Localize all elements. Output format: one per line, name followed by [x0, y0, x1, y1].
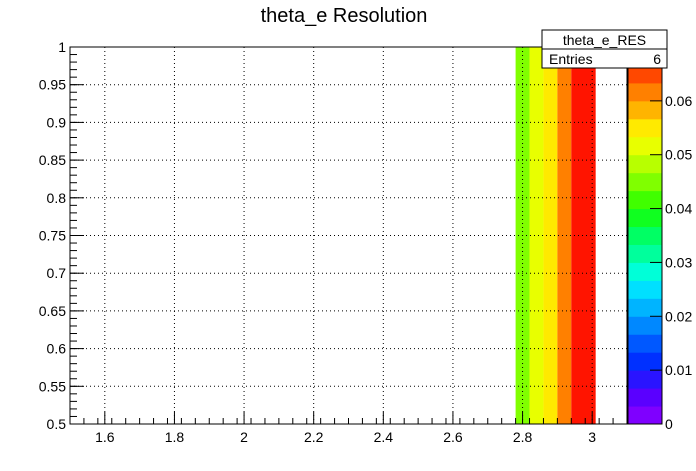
- palette-swatch: [628, 388, 662, 407]
- color-palette: [627, 46, 663, 425]
- palette-swatch: [628, 226, 662, 245]
- y-axis: 0.5 0.55 0.6 0.65 0.7 0.75 0.8 0.85 0.9 0.95 1: [39, 39, 84, 432]
- palette-tick-label: 0.01: [665, 362, 692, 378]
- palette-swatch: [628, 280, 662, 299]
- y-tick-label: 0.55: [39, 378, 66, 394]
- y-tick-label: 0.7: [47, 265, 67, 281]
- x-tick-label: 2.8: [513, 429, 533, 445]
- palette-tick-label: 0.06: [665, 93, 692, 109]
- y-tick-label: 0.95: [39, 77, 66, 93]
- palette-swatch: [628, 100, 662, 120]
- y-tick-label: 0.5: [47, 416, 67, 432]
- palette-swatch: [628, 172, 662, 192]
- y-tick-label: 0.75: [39, 228, 66, 244]
- palette-tick-label: 0.03: [665, 254, 692, 270]
- heatmap-cell: [529, 47, 544, 424]
- palette-swatch: [628, 154, 662, 174]
- grid-lines: [70, 46, 627, 425]
- stats-entries-value: 6: [653, 51, 661, 67]
- palette-tick-label: 0.05: [665, 147, 692, 163]
- heatmap-cell: [571, 47, 596, 424]
- palette-tick-label: 0: [665, 416, 673, 432]
- palette-tick-label: 0.02: [665, 308, 692, 324]
- heatmap-cell: [557, 47, 572, 424]
- y-tick-label: 0.9: [47, 114, 67, 130]
- x-tick-label: 2.6: [443, 429, 463, 445]
- chart-title: theta_e Resolution: [261, 5, 428, 27]
- palette-swatch: [628, 316, 662, 335]
- palette-swatch: [628, 262, 662, 281]
- palette-swatch: [628, 118, 662, 138]
- y-tick-label: 0.8: [47, 190, 67, 206]
- palette-swatch: [628, 190, 662, 210]
- y-tick-label: 1: [58, 39, 66, 55]
- palette-swatch: [628, 136, 662, 156]
- color-palette-axis: 0 0.01 0.02 0.03 0.04 0.05 0.06: [650, 93, 692, 432]
- palette-swatch: [628, 298, 662, 317]
- y-tick-label: 0.65: [39, 303, 66, 319]
- palette-swatch: [628, 82, 662, 102]
- palette-swatch: [628, 334, 662, 353]
- stats-box-title: theta_e_RES: [563, 32, 646, 48]
- x-tick-label: 3: [588, 429, 596, 445]
- palette-swatch: [628, 370, 662, 389]
- stats-box: theta_e_RES Entries 6: [541, 29, 668, 69]
- palette-swatch: [628, 406, 662, 425]
- palette-swatch: [628, 244, 662, 263]
- y-tick-label: 0.85: [39, 152, 66, 168]
- x-axis: 1.6 1.8 2 2.2 2.4 2.6 2.8 3: [69, 412, 628, 445]
- x-tick-label: 2.2: [304, 429, 324, 445]
- palette-swatch: [628, 64, 662, 84]
- x-tick-label: 2.4: [374, 429, 394, 445]
- palette-tick-label: 0.04: [665, 201, 692, 217]
- palette-swatch: [628, 208, 662, 228]
- heatmap-cells: [515, 47, 596, 424]
- x-tick-label: 1.8: [165, 429, 185, 445]
- x-tick-label: 1.6: [95, 429, 115, 445]
- stats-entries-label: Entries: [549, 51, 593, 67]
- palette-swatch: [628, 352, 662, 371]
- x-tick-label: 2: [240, 429, 248, 445]
- y-tick-label: 0.6: [47, 341, 67, 357]
